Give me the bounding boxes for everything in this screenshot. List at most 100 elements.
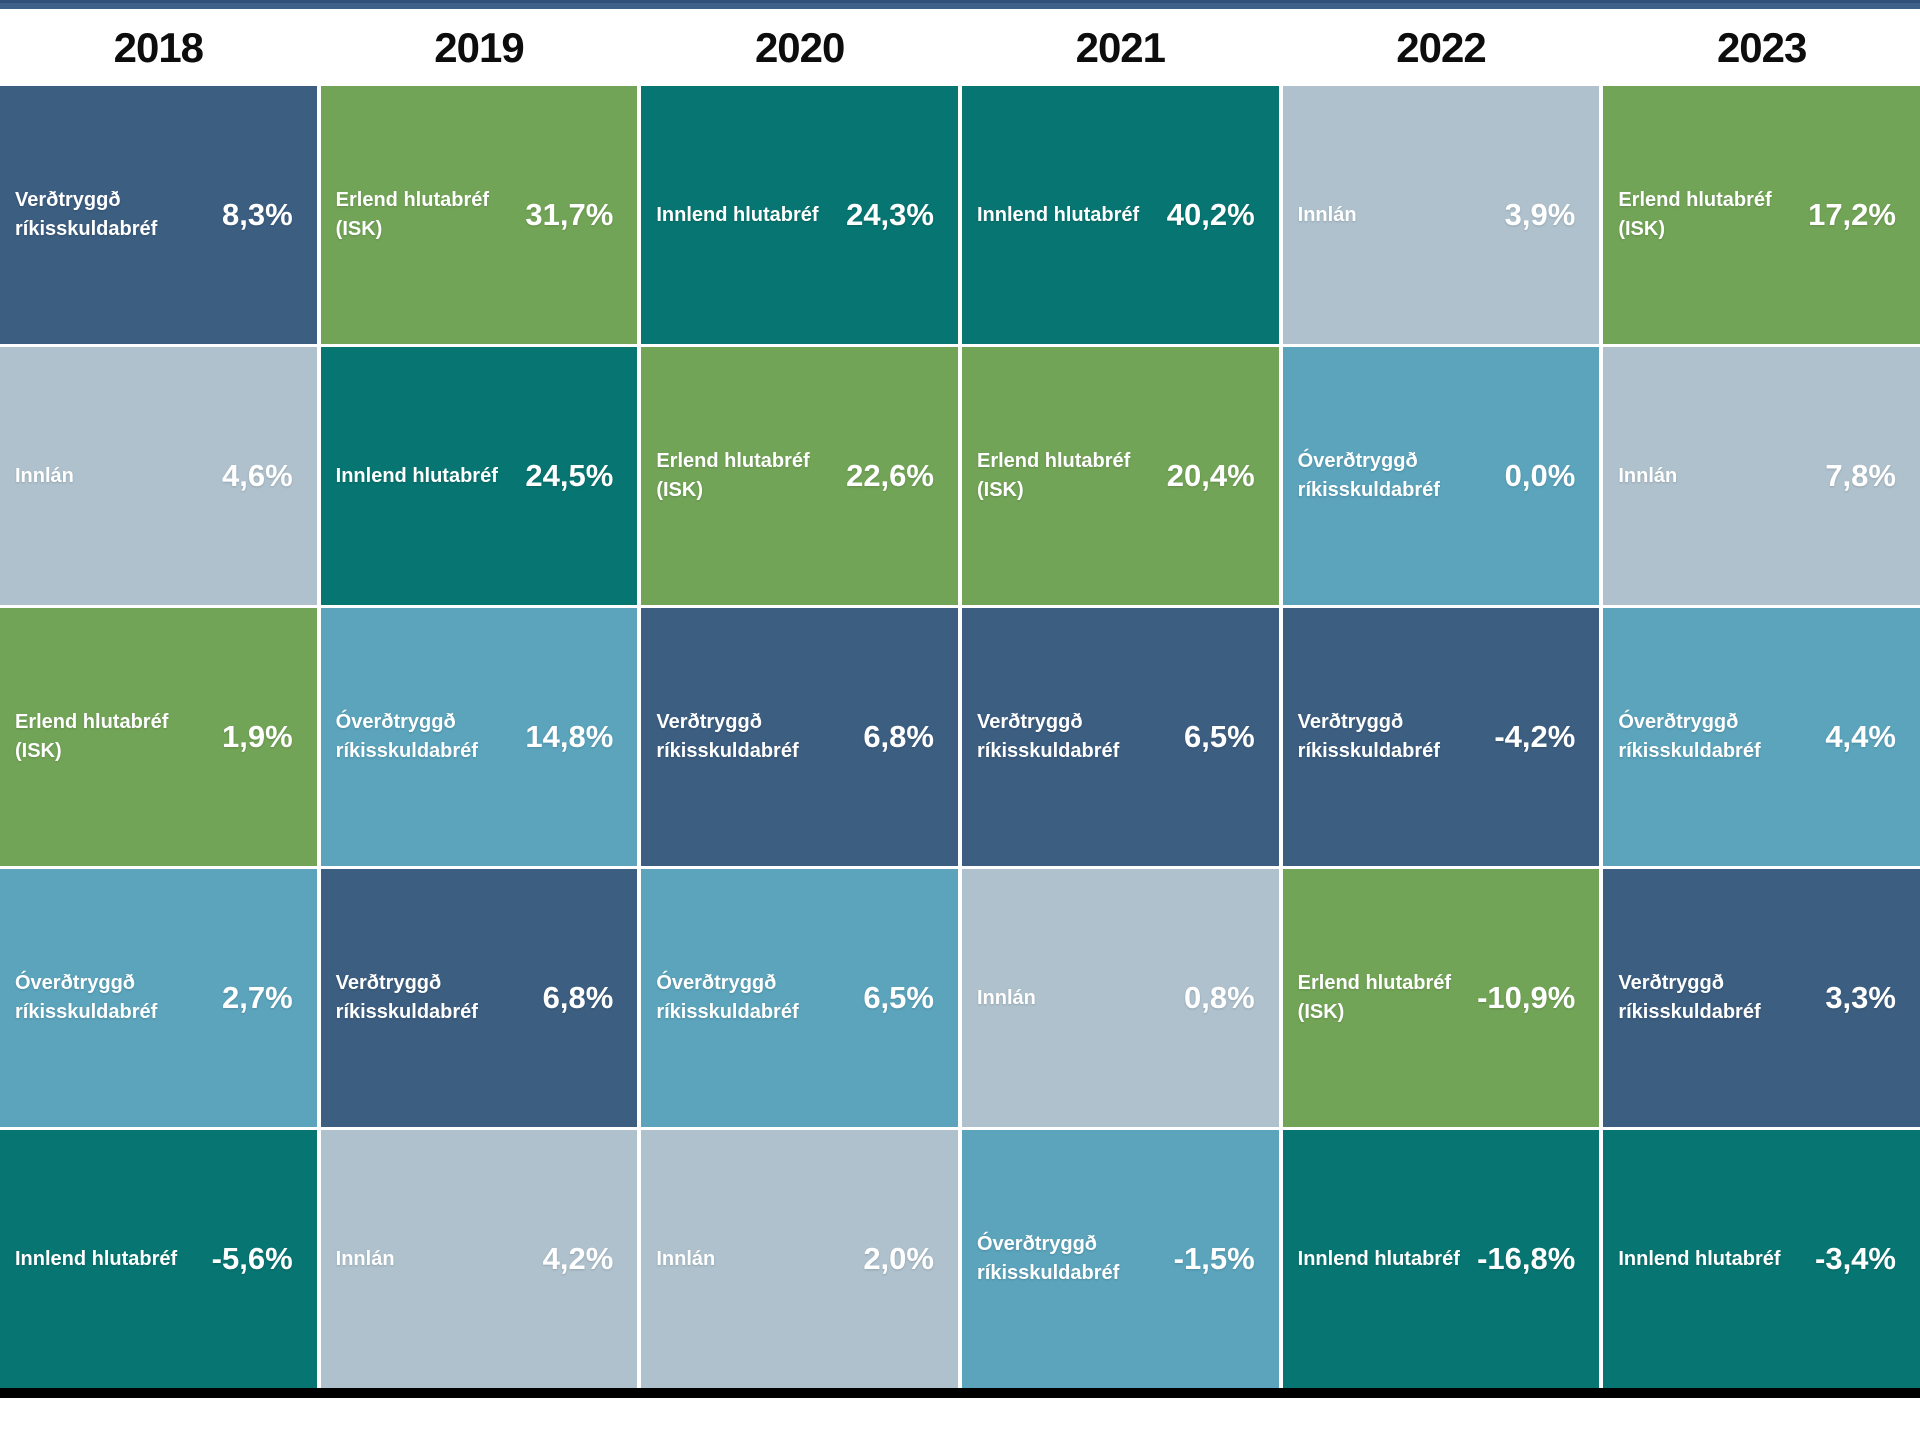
asset-cell: Erlend hlutabréf (ISK) -10,9% xyxy=(1282,869,1600,1127)
asset-cell: Verðtryggð ríkisskuldabréf 6,5% xyxy=(961,608,1279,866)
asset-value: -10,9% xyxy=(1477,980,1576,1015)
asset-cell: Innlend hlutabréf -3,4% xyxy=(1603,1130,1920,1388)
asset-value: 4,2% xyxy=(542,1241,614,1276)
asset-cell: Óverðtryggð ríkisskuldabréf -1,5% xyxy=(961,1130,1279,1388)
asset-value: -4,2% xyxy=(1494,719,1576,754)
year-column: 2018 Verðtryggð ríkisskuldabréf 8,3% Inn… xyxy=(0,9,317,1388)
asset-value: 20,4% xyxy=(1166,458,1255,493)
year-header: 2022 xyxy=(1396,23,1486,71)
asset-value: 2,0% xyxy=(863,1241,934,1276)
asset-cell: Erlend hlutabréf (ISK) 31,7% xyxy=(320,86,638,344)
asset-cell: Innlán 7,8% xyxy=(1603,347,1920,605)
year-column: 2020 Innlend hlutabréf 24,3% Erlend hlut… xyxy=(641,9,958,1388)
asset-label: Innlán xyxy=(1618,464,1678,487)
top-accent-bar xyxy=(0,0,1920,9)
asset-value: 3,3% xyxy=(1825,980,1896,1015)
asset-cell: Verðtryggð ríkisskuldabréf 3,3% xyxy=(1603,869,1920,1127)
asset-label: Innlend hlutabréf xyxy=(976,203,1140,226)
asset-label: Erlend hlutabréf (ISK) xyxy=(1618,189,1772,240)
asset-value: 6,8% xyxy=(542,980,614,1015)
year-header: 2020 xyxy=(754,23,845,71)
asset-value: 0,8% xyxy=(1183,980,1255,1015)
asset-label: Verðtryggð ríkisskuldabréf xyxy=(335,972,478,1023)
asset-cell: Verðtryggð ríkisskuldabréf 6,8% xyxy=(641,608,958,866)
asset-label: Verðtryggð ríkisskuldabréf xyxy=(1618,972,1761,1023)
year-header: 2019 xyxy=(434,23,524,71)
asset-label: Erlend hlutabréf (ISK) xyxy=(976,450,1131,501)
asset-cell: Innlán 0,8% xyxy=(961,869,1279,1127)
asset-value: 3,9% xyxy=(1504,197,1576,232)
asset-label: Erlend hlutabréf (ISK) xyxy=(1297,972,1452,1023)
bottom-bar xyxy=(0,1388,1920,1398)
asset-label: Innlend hlutabréf xyxy=(1618,1247,1781,1270)
asset-cell: Verðtryggð ríkisskuldabréf -4,2% xyxy=(1282,608,1600,866)
asset-cell: Erlend hlutabréf (ISK) 20,4% xyxy=(961,347,1279,605)
year-header: 2018 xyxy=(113,23,204,71)
asset-value: 0,0% xyxy=(1504,458,1576,493)
asset-value: 6,5% xyxy=(1183,719,1255,754)
asset-value: 2,7% xyxy=(221,980,293,1015)
asset-value: 17,2% xyxy=(1808,197,1896,232)
asset-label: Verðtryggð ríkisskuldabréf xyxy=(976,711,1120,762)
asset-label: Verðtryggð ríkisskuldabréf xyxy=(15,189,158,240)
asset-cell: Verðtryggð ríkisskuldabréf 6,8% xyxy=(320,869,638,1127)
asset-value: 4,4% xyxy=(1825,719,1896,754)
asset-label: Innlán xyxy=(1297,203,1357,226)
asset-cell: Innlend hlutabréf 40,2% xyxy=(961,86,1279,344)
asset-cell: Óverðtryggð ríkisskuldabréf 4,4% xyxy=(1603,608,1920,866)
asset-value: -16,8% xyxy=(1477,1241,1576,1276)
asset-cell: Erlend hlutabréf (ISK) 22,6% xyxy=(641,347,958,605)
year-header: 2023 xyxy=(1716,23,1807,71)
asset-value: 24,5% xyxy=(525,458,614,493)
returns-chart: 2018 Verðtryggð ríkisskuldabréf 8,3% Inn… xyxy=(0,9,1920,1388)
asset-cell: Verðtryggð ríkisskuldabréf 8,3% xyxy=(0,86,317,344)
asset-label: Óverðtryggð ríkisskuldabréf xyxy=(1297,450,1440,501)
asset-cell: Óverðtryggð ríkisskuldabréf 0,0% xyxy=(1282,347,1600,605)
year-column: 2022 Innlán 3,9% Óverðtryggð ríkisskulda… xyxy=(1282,9,1600,1388)
asset-cell: Óverðtryggð ríkisskuldabréf 14,8% xyxy=(320,608,638,866)
asset-label: Innlend hlutabréf xyxy=(1297,1247,1460,1270)
asset-value: 8,3% xyxy=(221,197,293,232)
asset-label: Innlán xyxy=(976,986,1036,1009)
asset-cell: Óverðtryggð ríkisskuldabréf 6,5% xyxy=(641,869,958,1127)
asset-label: Verðtryggð ríkisskuldabréf xyxy=(1297,711,1440,762)
asset-value: -3,4% xyxy=(1815,1241,1896,1276)
asset-label: Innlán xyxy=(15,464,74,487)
asset-cell: Erlend hlutabréf (ISK) 17,2% xyxy=(1603,86,1920,344)
asset-label: Erlend hlutabréf (ISK) xyxy=(656,450,810,501)
asset-label: Innlend hlutabréf xyxy=(335,464,498,487)
year-column: 2019 Erlend hlutabréf (ISK) 31,7% Innlen… xyxy=(320,9,638,1388)
year-header: 2021 xyxy=(1075,23,1166,71)
asset-cell: Innlán 2,0% xyxy=(641,1130,958,1388)
asset-cell: Erlend hlutabréf (ISK) 1,9% xyxy=(0,608,317,866)
year-column: 2021 Innlend hlutabréf 40,2% Erlend hlut… xyxy=(961,9,1279,1388)
year-column: 2023 Erlend hlutabréf (ISK) 17,2% Innlán… xyxy=(1603,9,1920,1388)
asset-value: 4,6% xyxy=(221,458,293,493)
asset-value: 22,6% xyxy=(846,458,934,493)
asset-value: 1,9% xyxy=(221,719,293,754)
asset-cell: Innlán 3,9% xyxy=(1282,86,1600,344)
asset-value: 31,7% xyxy=(525,197,614,232)
asset-label: Innlán xyxy=(335,1247,395,1270)
asset-label: Erlend hlutabréf (ISK) xyxy=(15,711,169,762)
asset-value: 24,3% xyxy=(846,197,934,232)
asset-label: Óverðtryggð ríkisskuldabréf xyxy=(656,972,799,1023)
asset-value: 6,8% xyxy=(863,719,934,754)
asset-value: 6,5% xyxy=(863,980,934,1015)
asset-label: Verðtryggð ríkisskuldabréf xyxy=(656,711,799,762)
asset-label: Innlend hlutabréf xyxy=(656,203,819,226)
asset-label: Óverðtryggð ríkisskuldabréf xyxy=(335,711,478,762)
asset-cell: Innlán 4,2% xyxy=(320,1130,638,1388)
asset-label: Innlán xyxy=(656,1247,716,1270)
asset-label: Óverðtryggð ríkisskuldabréf xyxy=(1618,711,1761,762)
asset-value: 14,8% xyxy=(525,719,614,754)
asset-label: Óverðtryggð ríkisskuldabréf xyxy=(15,972,158,1023)
asset-value: 7,8% xyxy=(1825,458,1896,493)
asset-cell: Innlend hlutabréf -5,6% xyxy=(0,1130,317,1388)
asset-label: Óverðtryggð ríkisskuldabréf xyxy=(976,1233,1120,1284)
asset-cell: Óverðtryggð ríkisskuldabréf 2,7% xyxy=(0,869,317,1127)
asset-label: Erlend hlutabréf (ISK) xyxy=(335,189,490,240)
asset-cell: Innlán 4,6% xyxy=(0,347,317,605)
asset-cell: Innlend hlutabréf -16,8% xyxy=(1282,1130,1600,1388)
asset-cell: Innlend hlutabréf 24,5% xyxy=(320,347,638,605)
